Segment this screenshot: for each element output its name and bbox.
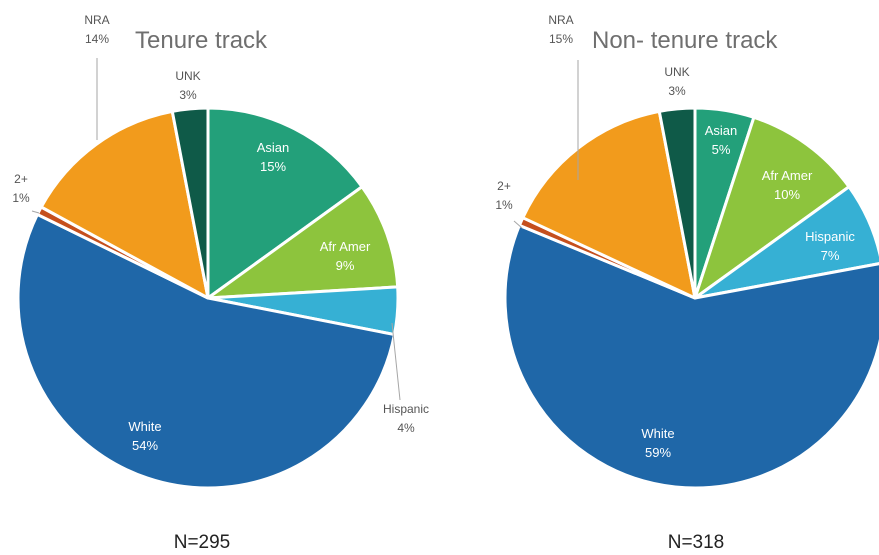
slice-label-nra: NRA bbox=[548, 13, 573, 27]
slice-percent-white: 59% bbox=[645, 445, 671, 460]
slice-label-afr-amer: Afr Amer bbox=[320, 239, 371, 254]
slice-percent-nra: 15% bbox=[549, 32, 573, 46]
slice-label-2: 2+ bbox=[14, 172, 28, 186]
slice-percent-2: 1% bbox=[495, 198, 513, 212]
slice-percent-unk: 3% bbox=[179, 88, 197, 102]
slice-label-hispanic: Hispanic bbox=[383, 402, 429, 416]
slice-percent-hispanic: 7% bbox=[821, 248, 840, 263]
slice-label-asian: Asian bbox=[257, 140, 290, 155]
slice-label-nra: NRA bbox=[84, 13, 109, 27]
leader-line-hispanic bbox=[392, 323, 400, 400]
slice-label-white: White bbox=[128, 419, 161, 434]
slice-label-2: 2+ bbox=[497, 179, 511, 193]
slice-percent-afr-amer: 9% bbox=[336, 258, 355, 273]
slice-percent-asian: 15% bbox=[260, 159, 286, 174]
slice-label-unk: UNK bbox=[175, 69, 200, 83]
slice-percent-2: 1% bbox=[12, 191, 30, 205]
slice-label-white: White bbox=[641, 426, 674, 441]
slice-percent-unk: 3% bbox=[668, 84, 686, 98]
tenure-track-pie: Asian 15% Afr Amer 9% Hispanic 4% White 54% 2+ 1%… bbox=[12, 13, 429, 488]
sample-size-tenure: N=295 bbox=[174, 532, 231, 553]
slice-label-afr-amer: Afr Amer bbox=[762, 168, 813, 183]
chart-title-non-tenure: Non- tenure track bbox=[592, 27, 778, 54]
slice-label-hispanic: Hispanic bbox=[805, 229, 855, 244]
slice-label-unk: UNK bbox=[664, 65, 689, 79]
slice-percent-nra: 14% bbox=[85, 32, 109, 46]
slice-percent-hispanic: 4% bbox=[397, 421, 415, 435]
sample-size-non-tenure: N=318 bbox=[668, 532, 725, 553]
slice-percent-white: 54% bbox=[132, 438, 158, 453]
chart-title-tenure: Tenure track bbox=[135, 27, 268, 54]
non-tenure-track-pie: Asian 5% Afr Amer 10% Hispanic 7% White 59% 2+ 1%… bbox=[495, 13, 879, 488]
slice-percent-afr-amer: 10% bbox=[774, 187, 800, 202]
slice-label-asian: Asian bbox=[705, 123, 738, 138]
slice-percent-asian: 5% bbox=[712, 142, 731, 157]
